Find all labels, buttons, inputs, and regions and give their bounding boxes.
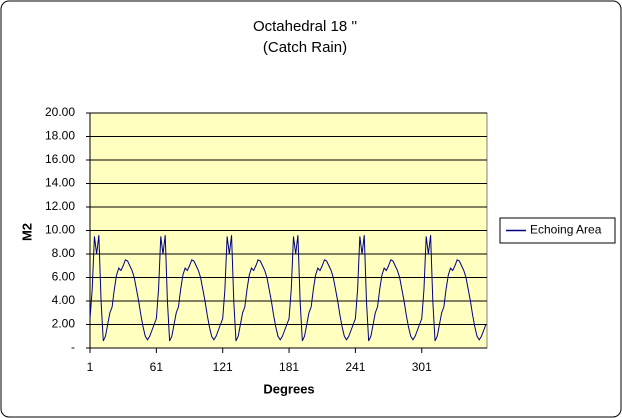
x-tick-label: 61 — [150, 360, 164, 374]
y-tick-label: 12.00 — [45, 199, 75, 213]
x-tick-label: 241 — [345, 360, 365, 374]
y-tick-label: 10.00 — [45, 223, 75, 237]
x-tick-label: 301 — [412, 360, 432, 374]
y-axis-title: M2 — [19, 223, 34, 241]
x-tick-label: 181 — [279, 360, 299, 374]
y-tick-label: 8.00 — [52, 246, 76, 260]
y-tick-label: 18.00 — [45, 129, 75, 143]
y-tick-label: 4.00 — [52, 293, 76, 307]
chart-title: Octahedral 18 '' — [253, 18, 357, 35]
y-tick-label: 6.00 — [52, 270, 76, 284]
chart-subtitle: (Catch Rain) — [263, 39, 347, 56]
y-tick-label: 20.00 — [45, 105, 75, 119]
y-tick-label: 16.00 — [45, 152, 75, 166]
y-tick-label: - — [71, 340, 75, 354]
y-tick-label: 14.00 — [45, 176, 75, 190]
x-axis-title: Degrees — [263, 381, 314, 396]
x-tick-label: 121 — [213, 360, 233, 374]
data-line — [89, 235, 487, 342]
y-tick-label: 2.00 — [52, 317, 76, 331]
x-tick-label: 1 — [87, 360, 94, 374]
legend-label: Echoing Area — [530, 223, 602, 237]
